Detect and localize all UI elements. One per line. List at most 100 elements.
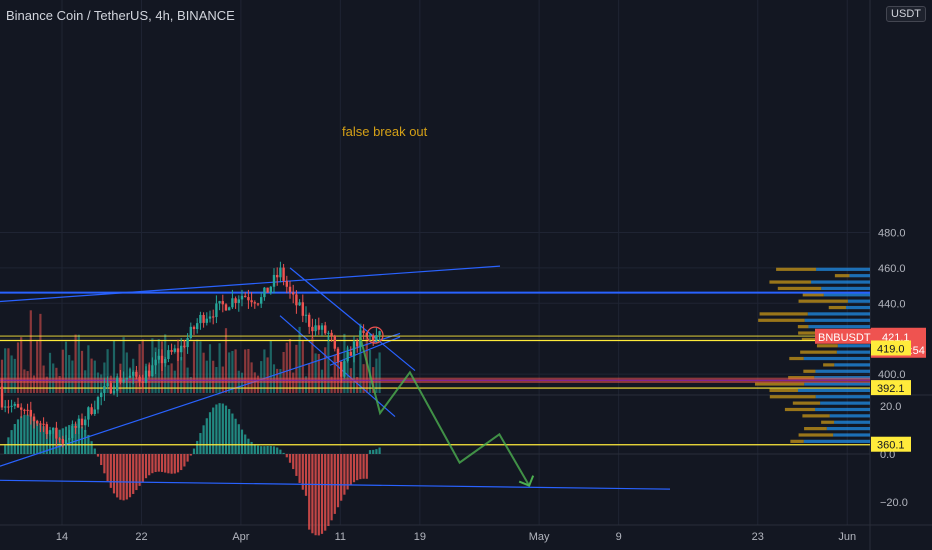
candle-body — [42, 423, 45, 425]
candle-body — [362, 330, 365, 334]
volume-bar — [183, 340, 186, 393]
volume-bar — [285, 342, 288, 393]
candle-body — [250, 300, 253, 303]
candle-body — [224, 304, 228, 311]
volume-bar — [260, 361, 263, 393]
symbol-tag-label: BNBUSDT — [818, 332, 871, 344]
wedge-break — [329, 336, 401, 366]
vp-bar-down — [769, 395, 816, 399]
candle-body — [132, 371, 135, 376]
candle-body — [365, 333, 368, 336]
volume-bar — [180, 356, 183, 393]
osc-bar — [20, 416, 23, 454]
candle-body — [135, 371, 138, 377]
osc-bar — [151, 454, 154, 474]
osc-bar — [266, 446, 269, 454]
candle-body — [170, 350, 173, 352]
candle-body — [237, 299, 240, 303]
candle-body — [151, 365, 154, 377]
candle-body — [244, 295, 247, 298]
projection-path — [359, 336, 535, 487]
osc-bar — [189, 454, 192, 456]
level-tag — [871, 380, 911, 396]
volume-bar — [295, 344, 298, 393]
volume-bar — [333, 354, 336, 393]
x-tick-label: 22 — [135, 531, 147, 543]
candle-body — [138, 376, 141, 382]
volume-bar — [58, 376, 61, 393]
osc-bar — [128, 454, 132, 498]
osc-bar — [103, 454, 106, 474]
trendline-upper-channel — [0, 265, 501, 303]
candle-body — [295, 294, 298, 306]
candle-body — [349, 351, 352, 356]
volume-bar — [269, 340, 272, 393]
volume-bar — [256, 375, 260, 393]
osc-bar — [112, 454, 116, 494]
vp-bar-up — [798, 388, 870, 392]
osc-bar — [186, 454, 189, 462]
volume-bar — [192, 341, 196, 393]
candle-body — [202, 314, 205, 323]
vp-bar-down — [759, 312, 808, 316]
candle-body — [282, 267, 285, 281]
osc-bar — [48, 429, 52, 454]
currency-button[interactable]: USDT — [886, 6, 926, 22]
osc-bar — [260, 446, 263, 454]
chart-title: Binance Coin / TetherUS, 4h, BINANCE — [6, 8, 235, 23]
osc-bar — [330, 454, 333, 521]
vp-bar-up — [833, 433, 870, 437]
vp-bar-down — [800, 350, 837, 354]
candle-body — [128, 375, 132, 378]
candle-body — [154, 359, 157, 366]
osc-bar — [333, 454, 336, 514]
candle-body — [308, 314, 311, 327]
osc-bar — [250, 441, 253, 454]
osc-bar — [42, 426, 45, 454]
vp-bar-up — [849, 274, 870, 278]
candle-body — [112, 390, 116, 394]
candle-body — [100, 393, 103, 398]
projection-line — [359, 336, 531, 487]
x-tick-label: 9 — [616, 531, 622, 543]
osc-bar — [32, 417, 36, 454]
vp-bar-up — [804, 382, 870, 386]
candle-body — [10, 405, 13, 407]
volume-bar — [304, 376, 308, 393]
level-tag — [871, 340, 911, 356]
osc-bar — [269, 445, 272, 454]
candle-body — [356, 341, 359, 347]
candle-body — [39, 423, 42, 425]
volume-bar — [375, 358, 378, 393]
symbol-tag — [815, 328, 871, 344]
candle-body — [109, 383, 112, 394]
volume-bar — [125, 352, 128, 393]
osc-bar — [282, 452, 285, 454]
time-axis[interactable]: 14 22 Apr 11 19 May 9 23 Jun — [56, 531, 856, 543]
candle-body — [77, 418, 80, 428]
osc-bar — [180, 454, 183, 471]
candle-body — [87, 407, 90, 420]
osc-bar — [4, 445, 7, 454]
osc-bar — [349, 454, 352, 486]
osc-bar — [29, 415, 32, 454]
osc-bar — [170, 454, 173, 474]
volume-bar — [314, 353, 317, 393]
vp-bar-down — [758, 318, 805, 322]
candle-body — [340, 361, 343, 377]
vp-bar-down — [802, 293, 824, 297]
candle-body — [103, 386, 106, 394]
volume-bar — [93, 360, 96, 393]
osc-bar — [196, 440, 199, 454]
vp-bar-down — [798, 299, 848, 303]
x-tick-label: 11 — [335, 531, 346, 543]
y-tick-label: 440.0 — [878, 298, 906, 310]
osc-bar — [148, 454, 151, 476]
candle-body — [314, 325, 317, 332]
vp-bar-up — [815, 395, 870, 399]
vp-bar-down — [798, 433, 834, 437]
candle-body — [253, 302, 256, 304]
volume-bar — [141, 339, 144, 393]
